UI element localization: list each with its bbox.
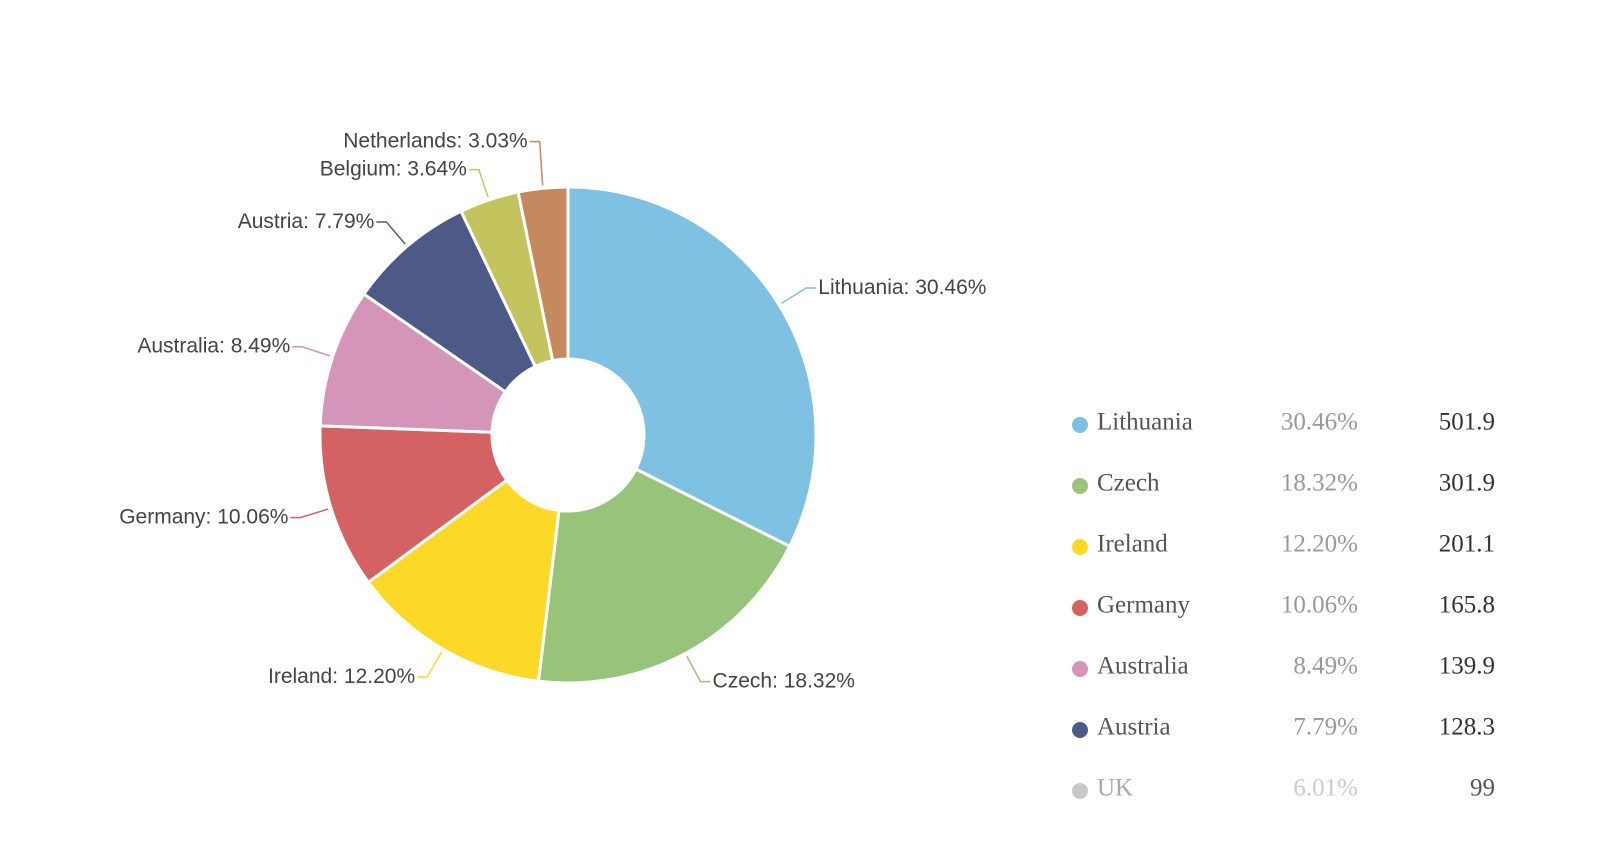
slice-label-name: Czech xyxy=(713,669,773,692)
slice-label: Belgium: 3.64% xyxy=(320,157,467,180)
legend-item[interactable]: UK 6.01% 99 xyxy=(1072,775,1495,802)
slice-label: Austria: 7.79% xyxy=(238,209,375,232)
legend-percent: 30.46% xyxy=(1281,409,1358,436)
label-leader xyxy=(781,287,817,304)
legend-marker xyxy=(1072,417,1088,433)
slice-label-percent: 10.06% xyxy=(217,505,288,528)
pie-slice xyxy=(318,424,509,585)
legend-percent: 10.06% xyxy=(1281,592,1358,619)
slice-label: Netherlands: 3.03% xyxy=(343,129,527,152)
slice-label-percent: 30.46% xyxy=(915,276,986,299)
legend-marker xyxy=(1072,722,1088,738)
legend-marker xyxy=(1072,661,1088,677)
legend-value: 128.3 xyxy=(1439,714,1495,741)
legend-label: Germany xyxy=(1097,592,1191,619)
label-leader xyxy=(292,345,331,357)
label-leader xyxy=(417,651,443,678)
slice-label: Lithuania: 30.46% xyxy=(818,276,986,299)
legend-percent: 12.20% xyxy=(1281,531,1358,558)
legend-item[interactable]: Austria 7.79% 128.3 xyxy=(1072,714,1495,741)
pie-slice xyxy=(516,185,570,363)
slice-label-percent: 12.20% xyxy=(344,665,415,688)
slice-label-separator: : xyxy=(456,129,468,152)
slice-label: Germany: 10.06% xyxy=(119,505,288,528)
legend-percent: 18.32% xyxy=(1281,470,1358,497)
slice-label-name: Belgium xyxy=(320,157,396,180)
slice-label-percent: 3.03% xyxy=(468,129,528,152)
slice-label: Australia: 8.49% xyxy=(137,334,290,357)
slice-label-name: Lithuania xyxy=(818,276,904,299)
slice-label-separator: : xyxy=(332,665,344,688)
label-leader xyxy=(468,168,489,198)
slice-label: Czech: 18.32% xyxy=(713,669,855,692)
label-leader xyxy=(376,221,406,245)
slice-label-name: Ireland xyxy=(268,665,332,688)
slice-label-separator: : xyxy=(904,276,916,299)
legend-marker xyxy=(1072,783,1088,799)
slice-label-separator: : xyxy=(206,505,218,528)
legend-marker xyxy=(1072,478,1088,494)
slice-label-separator: : xyxy=(303,209,315,232)
slice-label-percent: 18.32% xyxy=(784,669,855,692)
legend-value: 501.9 xyxy=(1439,409,1495,436)
pie-slice xyxy=(318,291,508,434)
slice-label-percent: 3.64% xyxy=(407,157,467,180)
slice-label-name: Netherlands xyxy=(343,129,456,152)
legend-label: Czech xyxy=(1097,470,1160,497)
legend-percent: 7.79% xyxy=(1293,714,1358,741)
legend-item[interactable]: Czech 18.32% 301.9 xyxy=(1072,470,1495,497)
legend-percent: 6.01% xyxy=(1293,775,1358,802)
legend-label: UK xyxy=(1097,775,1133,802)
slice-label-separator: : xyxy=(219,334,231,357)
legend-item[interactable]: Germany 10.06% 165.8 xyxy=(1072,592,1495,619)
legend-marker xyxy=(1072,539,1088,555)
pie-slice xyxy=(536,467,792,685)
legend-item[interactable]: Lithuania 30.46% 501.9 xyxy=(1072,409,1495,436)
label-leader xyxy=(529,140,544,186)
legend-percent: 8.49% xyxy=(1293,653,1358,680)
slice-label-percent: 7.79% xyxy=(315,209,375,232)
legend-marker xyxy=(1072,600,1088,616)
legend-value: 99 xyxy=(1470,775,1495,802)
label-leader xyxy=(290,508,329,519)
slice-label-percent: 8.49% xyxy=(231,334,291,357)
label-leader xyxy=(686,655,711,683)
legend-label: Lithuania xyxy=(1097,409,1193,436)
legend-value: 301.9 xyxy=(1439,470,1495,497)
slice-label-separator: : xyxy=(396,157,408,180)
legend-item[interactable]: Ireland 12.20% 201.1 xyxy=(1072,531,1495,558)
slice-label: Ireland: 12.20% xyxy=(268,665,415,688)
slice-label-name: Australia xyxy=(137,334,219,357)
slice-label-name: Germany xyxy=(119,505,206,528)
legend-label: Ireland xyxy=(1097,531,1168,558)
legend-value: 165.8 xyxy=(1439,592,1495,619)
pie-slice xyxy=(566,185,818,549)
slice-label-name: Austria xyxy=(238,209,304,232)
legend-label: Austria xyxy=(1097,714,1171,741)
slice-label-separator: : xyxy=(772,669,784,692)
legend-label: Australia xyxy=(1097,653,1189,680)
pie-slice xyxy=(366,478,561,683)
legend-item[interactable]: Australia 8.49% 139.9 xyxy=(1072,653,1495,680)
legend-value: 201.1 xyxy=(1439,531,1495,558)
legend-value: 139.9 xyxy=(1439,653,1495,680)
